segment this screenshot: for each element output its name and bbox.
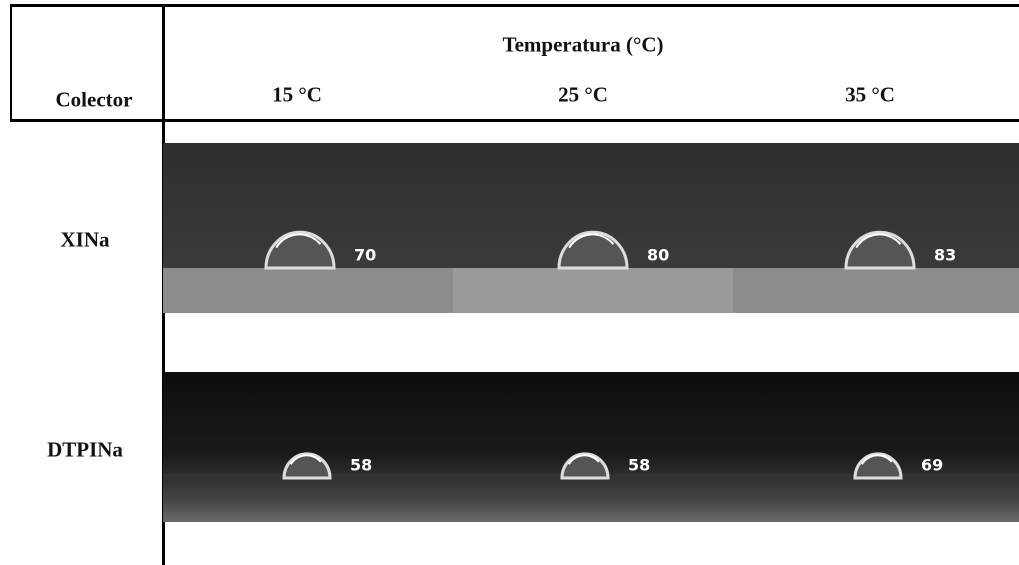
top-border [10, 4, 1019, 7]
angle-value: 58 [628, 456, 650, 475]
angle-value: 80 [647, 246, 669, 265]
left-border [10, 4, 12, 121]
droplet-shine [290, 454, 322, 465]
droplet-shine [855, 233, 902, 249]
column-header: Colector [55, 87, 133, 112]
header-rule [10, 119, 1019, 122]
angle-value: 83 [934, 246, 956, 265]
droplet-shine [275, 233, 322, 249]
column-header: 25 °C [558, 82, 608, 107]
surface [163, 268, 453, 313]
row-label: XINa [60, 227, 110, 252]
droplet-shine [568, 233, 615, 249]
column-header: 15 °C [272, 82, 322, 107]
row-label: DTPINa [47, 437, 123, 462]
droplet-shine [568, 454, 600, 465]
photo [163, 372, 453, 522]
group-header: Temperatura (°C) [502, 32, 664, 57]
surface [453, 268, 733, 313]
photo [733, 372, 1019, 522]
surface [733, 268, 1019, 313]
photo [453, 372, 733, 522]
angle-value: 70 [354, 246, 376, 265]
angle-value: 58 [350, 456, 372, 475]
angle-value: 69 [921, 456, 943, 475]
column-header: 35 °C [845, 82, 895, 107]
droplet-shine [861, 454, 893, 465]
